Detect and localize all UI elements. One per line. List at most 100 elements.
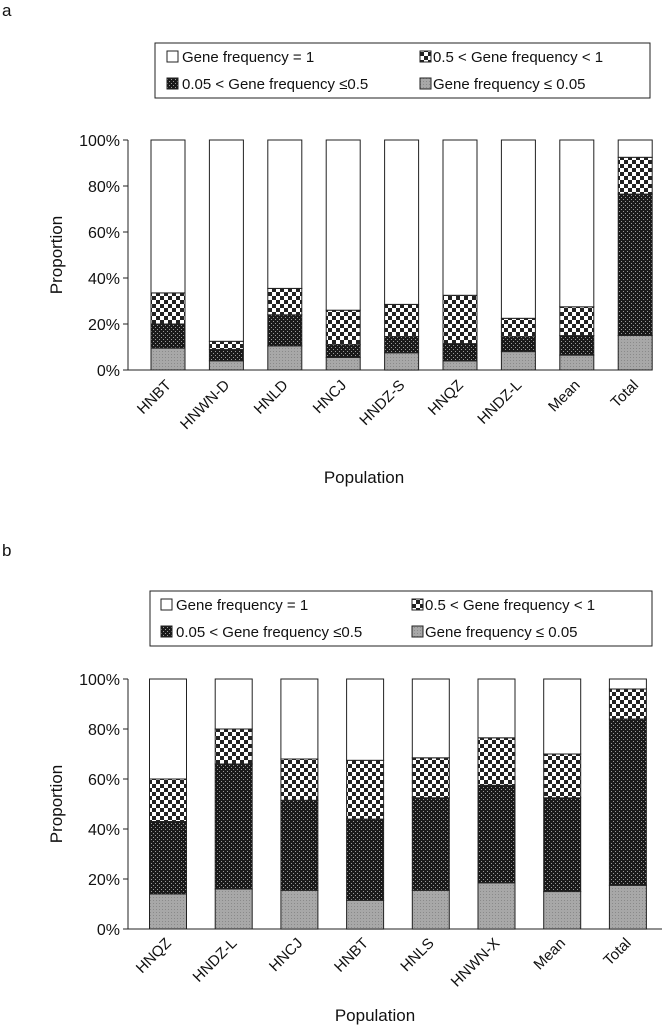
bar-a-hndz-l-checker xyxy=(500,317,536,338)
bar-a-hncj-dots xyxy=(325,344,361,358)
x-tick-label-b-6: Mean xyxy=(530,935,569,974)
bar-b-mean-gray xyxy=(543,891,582,930)
bar-b-hnwn-x-checker xyxy=(477,737,516,786)
bar-a-hnbt-checker xyxy=(150,292,186,325)
x-tick-label-a-6: HNDZ-L xyxy=(474,377,525,428)
bar-a-hnwn-d-white xyxy=(208,139,244,342)
bar-b-mean-white xyxy=(543,678,582,755)
bar-b-hnbt-gray xyxy=(346,899,385,930)
legend-b-swatch-1 xyxy=(411,598,424,611)
y-tick-label-a-2: 40% xyxy=(88,271,120,288)
bar-a-hnwn-d-checker xyxy=(208,340,244,350)
bar-a-mean-checker xyxy=(559,306,595,337)
bar-a-hnqz-checker xyxy=(442,294,478,345)
x-tick-label-b-2: HNCJ xyxy=(266,935,306,975)
bar-a-hnld-checker xyxy=(267,287,303,316)
x-tick-label-a-0: HNBT xyxy=(134,377,175,418)
legend-b-label-3: Gene frequency ≤ 0.05 xyxy=(425,624,578,641)
x-tick-label-b-3: HNBT xyxy=(331,935,372,976)
bar-a-hndz-s-gray xyxy=(384,352,420,371)
legend-a-label-2: 0.05 < Gene frequency ≤0.5 xyxy=(182,76,368,93)
legend-a-label-1: 0.5 < Gene frequency < 1 xyxy=(433,49,603,66)
y-tick-label-a-5: 100% xyxy=(79,133,120,150)
bar-b-total-gray xyxy=(608,884,647,930)
bar-b-hnwn-x-gray xyxy=(477,882,516,930)
chart-a: 0%20%40%60%80%100%HNBT HNWN-D HNLD HNCJ HNDZ… xyxy=(47,133,653,487)
bar-b-hnbt-dots xyxy=(346,818,385,901)
bar-a-hnwn-d-gray xyxy=(208,360,244,371)
panel-b: b Gene frequency = 1 0.5 < Gene frequenc… xyxy=(2,541,662,1025)
y-tick-label-a-0: 0% xyxy=(97,363,120,380)
legend-b-label-0: Gene frequency = 1 xyxy=(176,597,308,614)
bar-a-hnwn-d-dots xyxy=(208,348,244,362)
legend-b: Gene frequency = 1 0.5 < Gene frequency … xyxy=(149,590,653,647)
y-axis-title-b: Proportion xyxy=(47,765,66,843)
bar-b-hnls-white xyxy=(411,678,450,759)
bar-b-total-white xyxy=(608,678,647,690)
bar-a-hnld-dots xyxy=(267,314,303,347)
bar-a-hndz-s-dots xyxy=(384,336,420,354)
legend-a-swatch-1 xyxy=(419,50,432,63)
bar-b-hndz-l-checker xyxy=(214,728,253,765)
bar-b-hndz-l-dots xyxy=(214,763,253,890)
x-tick-label-a-4: HNDZ-S xyxy=(356,377,408,429)
legend-b-swatch-0 xyxy=(160,598,173,611)
bar-b-total-checker xyxy=(608,688,647,720)
bar-a-hnqz-white xyxy=(442,139,478,296)
bar-b-hncj-gray xyxy=(280,889,319,930)
legend-a-box xyxy=(154,42,651,99)
bar-a-hnqz-gray xyxy=(442,360,478,371)
legend-b-box xyxy=(149,590,653,647)
bar-b-hndz-l-gray xyxy=(214,888,253,930)
y-tick-label-b-0: 0% xyxy=(97,922,120,939)
bar-a-hnbt-white xyxy=(150,139,186,294)
bar-b-hnwn-x-dots xyxy=(477,784,516,884)
bar-a-mean-dots xyxy=(559,335,595,356)
legend-a-label-3: Gene frequency ≤ 0.05 xyxy=(433,76,586,93)
bar-b-mean-dots xyxy=(543,797,582,893)
bar-a-hnld-white xyxy=(267,139,303,289)
x-axis-title-a: Population xyxy=(324,468,404,487)
y-tick-label-b-5: 100% xyxy=(79,672,120,689)
bar-a-mean-white xyxy=(559,139,595,308)
panel-a: a Gene frequency = 1 0.5 < Gene frequenc… xyxy=(2,1,653,487)
chart-b: 0% 20% 40% 60% 80% 100% HNQZ HNDZ-L HNCJ HNBT HNLS… xyxy=(47,672,662,1025)
y-tick-label-b-1: 20% xyxy=(88,872,120,889)
legend-a-swatch-0 xyxy=(166,50,179,63)
bar-b-hnqz-white xyxy=(149,678,187,780)
y-tick-label-a-1: 20% xyxy=(88,317,120,334)
bar-b-hnqz-gray xyxy=(149,893,187,930)
bar-b-hnqz-checker xyxy=(149,778,187,822)
bar-b-hncj-dots xyxy=(280,799,319,891)
bar-b-hncj-checker xyxy=(280,758,319,801)
bar-a-hnbt-dots xyxy=(150,323,186,349)
y-tick-label-a-3: 60% xyxy=(88,225,120,242)
x-tick-label-a-5: HNQZ xyxy=(425,377,467,419)
bar-a-hncj-checker xyxy=(325,309,361,346)
bar-a-hndz-s-white xyxy=(384,139,420,305)
legend-a-label-0: Gene frequency = 1 xyxy=(182,49,314,66)
bar-a-hndz-l-gray xyxy=(500,351,536,371)
bar-a-hncj-white xyxy=(325,139,361,311)
bar-a-mean-gray xyxy=(559,354,595,371)
panel-label-b: b xyxy=(2,541,11,560)
bar-a-hnbt-gray xyxy=(150,347,186,371)
y-tick-label-b-3: 60% xyxy=(88,772,120,789)
bar-b-hnwn-x-white xyxy=(477,678,516,739)
bar-a-hndz-l-dots xyxy=(500,336,536,353)
bar-a-total-gray xyxy=(617,335,653,371)
bar-a-hnld-gray xyxy=(267,345,303,371)
x-tick-label-a-3: HNCJ xyxy=(310,377,350,417)
bar-a-hndz-s-checker xyxy=(384,303,420,338)
y-axis-title-a: Proportion xyxy=(47,216,66,294)
x-tick-label-b-7: Total xyxy=(600,935,634,969)
y-tick-label-a-4: 80% xyxy=(88,179,120,196)
x-tick-label-a-7: Mean xyxy=(545,377,584,416)
bar-b-hnqz-dots xyxy=(149,821,187,895)
bar-b-hnls-gray xyxy=(411,889,450,930)
bar-b-hnbt-white xyxy=(346,678,385,761)
x-tick-label-b-4: HNLS xyxy=(397,935,437,975)
y-tick-label-b-2: 40% xyxy=(88,822,120,839)
panel-label-a: a xyxy=(2,1,12,20)
